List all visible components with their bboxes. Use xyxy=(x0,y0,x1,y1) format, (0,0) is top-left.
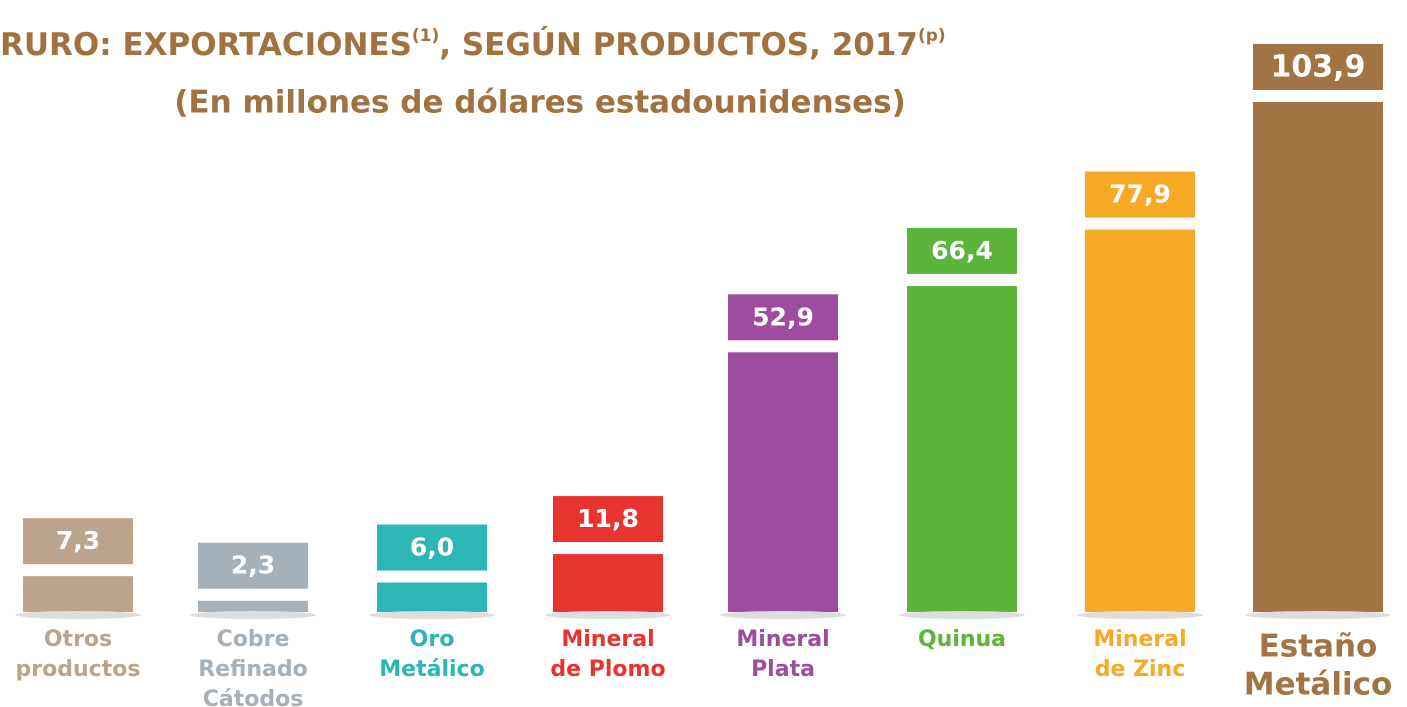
x-tick-label: Oro xyxy=(410,627,455,652)
title-part: RURO: EXPORTACIONES xyxy=(0,27,412,63)
x-tick-label: Estaño xyxy=(1259,629,1378,665)
bar-shadow xyxy=(15,611,141,619)
value-label-box xyxy=(1085,171,1195,218)
bar-shadow xyxy=(369,611,495,619)
x-tick-label: productos xyxy=(16,657,141,682)
bar xyxy=(553,554,663,612)
bar-shadow xyxy=(190,611,316,619)
x-tick-label: de Zinc xyxy=(1095,657,1186,682)
bar xyxy=(728,352,838,612)
value-label-box xyxy=(553,496,663,543)
bar xyxy=(23,576,133,612)
bar xyxy=(1253,101,1383,612)
value-label: 11,8 xyxy=(577,504,639,533)
value-label: 7,3 xyxy=(56,526,100,555)
bar-shadow xyxy=(720,611,846,619)
x-tick-label: Metálico xyxy=(379,657,484,682)
value-label-box xyxy=(1253,43,1383,90)
bar-shadow xyxy=(1077,611,1203,619)
value-label: 2,3 xyxy=(231,551,275,580)
value-label: 52,9 xyxy=(752,302,814,331)
x-tick-label: Plata xyxy=(751,657,815,682)
x-tick-label: Mineral xyxy=(561,627,654,652)
bar xyxy=(377,582,487,612)
chart-title: RURO: EXPORTACIONES(1), SEGÚN PRODUCTOS,… xyxy=(0,26,946,63)
value-label-box xyxy=(907,228,1017,275)
x-tick-label: Mineral xyxy=(1093,627,1186,652)
value-label: 103,9 xyxy=(1271,49,1366,84)
bar-shadow xyxy=(1245,611,1391,619)
value-label: 6,0 xyxy=(410,533,454,562)
value-label: 77,9 xyxy=(1109,180,1171,209)
value-label: 66,4 xyxy=(931,236,993,265)
chart-subtitle: (En millones de dólares estadounidenses) xyxy=(174,85,905,121)
value-label-box xyxy=(198,542,308,589)
bar xyxy=(907,286,1017,612)
title-superscript: (1) xyxy=(412,26,439,46)
x-tick-label: Metálico xyxy=(1244,667,1393,703)
value-label-box xyxy=(23,518,133,565)
x-tick-label: Cátodos xyxy=(203,687,304,707)
x-tick-label: Otros xyxy=(44,627,112,652)
bar xyxy=(1085,229,1195,612)
bar xyxy=(198,600,308,612)
title-superscript: (p) xyxy=(918,26,946,46)
x-tick-label: Refinado xyxy=(198,657,308,682)
value-label-box xyxy=(377,524,487,571)
bar-shadow xyxy=(545,611,671,619)
title-part: , SEGÚN PRODUCTOS, 2017 xyxy=(439,26,918,63)
x-tick-label: Cobre xyxy=(217,627,290,652)
x-tick-label: Quinua xyxy=(918,627,1006,652)
bar-shadow xyxy=(899,611,1025,619)
x-tick-label: de Plomo xyxy=(550,657,665,682)
value-label-box xyxy=(728,294,838,341)
x-tick-label: Mineral xyxy=(736,627,829,652)
